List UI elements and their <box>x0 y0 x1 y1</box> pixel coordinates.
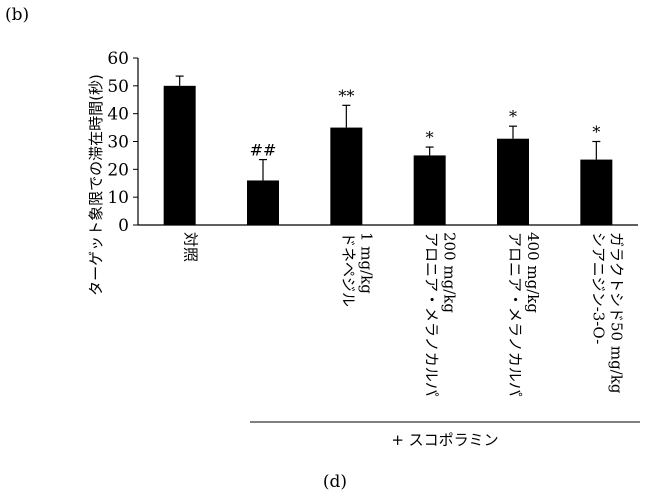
bar <box>413 155 446 225</box>
significance-marker: * <box>426 128 434 147</box>
error-bars <box>175 75 601 181</box>
y-axis-label: ターゲット象限での滞在時間(秒) <box>87 74 105 296</box>
panel-label-top: (b) <box>5 5 29 25</box>
bar <box>163 85 196 225</box>
significance-markers: ##***** <box>250 86 601 159</box>
y-tick-label: 50 <box>107 77 129 97</box>
significance-marker: ** <box>338 86 354 105</box>
x-tick-label: シアニジン-3-O- <box>589 232 607 344</box>
bar <box>580 159 613 225</box>
y-tick-label: 60 <box>107 49 129 69</box>
x-tick-label: 400 mg/kg <box>524 232 542 313</box>
y-ticks: 0 10 20 30 40 50 60 <box>107 49 138 236</box>
panel-label-bottom: (d) <box>323 472 347 492</box>
significance-marker: ## <box>250 141 277 160</box>
x-tick-label: 1 mg/kg <box>357 232 375 294</box>
y-tick-label: 0 <box>118 216 129 236</box>
bars <box>163 85 613 225</box>
x-tick-labels: 対照 ドネペジル 1 mg/kg アロニア・メラノカルパ 200 mg/kg アロニア・メ… <box>182 232 626 397</box>
axes <box>137 58 638 226</box>
x-tick-label: アロニア・メラノカルパ <box>423 232 441 397</box>
significance-marker: * <box>592 123 600 142</box>
x-tick-label: ドネペジル <box>339 232 357 307</box>
bar <box>247 180 279 225</box>
y-tick-label: 20 <box>107 160 129 180</box>
y-tick-label: 30 <box>107 133 129 153</box>
y-tick-label: 10 <box>107 188 129 208</box>
x-tick-label: ガラクトシド50 mg/kg <box>607 232 625 394</box>
bar <box>330 127 363 225</box>
x-tick-label: 200 mg/kg <box>441 232 459 313</box>
x-tick-label: アロニア・メラノカルパ <box>506 232 524 397</box>
x-tick-label: 対照 <box>182 232 200 262</box>
significance-marker: * <box>509 107 517 126</box>
group-label: + スコポラミン <box>391 431 498 449</box>
bar <box>497 138 529 225</box>
y-tick-label: 40 <box>107 105 129 125</box>
